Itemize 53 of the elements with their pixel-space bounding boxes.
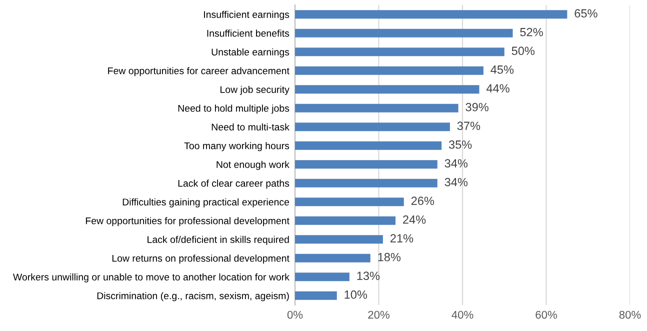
y-tick-label: Insufficient benefits	[207, 30, 290, 37]
bar	[295, 10, 568, 19]
data-label: 18%	[378, 252, 401, 262]
y-tick-label: Discrimination (e.g., racism, sexism, ageism)	[97, 292, 289, 302]
bar	[295, 48, 504, 56]
y-tick-label: Insufficient earnings	[204, 10, 290, 20]
data-label: 24%	[403, 215, 426, 224]
y-tick-label: Not enough work	[216, 160, 290, 170]
data-label: 65%	[574, 9, 598, 18]
y-tick-label: Low returns on professional development	[112, 254, 290, 264]
y-tick-label: Lack of clear career paths	[178, 180, 290, 189]
bar	[295, 85, 480, 94]
data-label: 45%	[490, 65, 514, 74]
data-label: 39%	[466, 102, 488, 112]
y-tick-label: Need to multi-task	[212, 123, 290, 130]
bar	[295, 178, 438, 188]
bar	[295, 291, 337, 300]
bar	[295, 28, 513, 38]
y-tick-label: Too many working hours	[184, 142, 290, 152]
y-tick-label: Need to hold multiple jobs	[178, 104, 290, 114]
data-label: 35%	[448, 140, 472, 149]
bar	[295, 216, 396, 225]
bar	[295, 198, 404, 206]
x-tick-label: 80%	[619, 310, 641, 319]
bar	[295, 122, 450, 132]
bar	[295, 272, 350, 282]
data-label: 10%	[344, 290, 368, 299]
x-tick-label: 20%	[368, 310, 390, 319]
bar	[295, 235, 383, 244]
y-tick-label: Workers unwilling or unable to move to another location for work	[13, 273, 290, 282]
x-tick-label: 60%	[536, 310, 557, 319]
y-tick-label: Difficulties gaining practical experience	[122, 198, 290, 208]
y-tick-label: Few opportunities for career advancement	[108, 67, 290, 76]
y-tick-label: Lack of/deficient in skills required	[148, 236, 289, 245]
bar	[295, 160, 438, 169]
y-tick-label: Few opportunities for professional development	[86, 217, 290, 226]
data-label: 13%	[357, 272, 380, 280]
data-label: 52%	[520, 28, 543, 36]
x-tick-label: 0%	[287, 310, 303, 319]
y-tick-label: Low job security	[220, 86, 290, 95]
x-tick-label: 40%	[452, 310, 474, 319]
bar	[295, 104, 458, 112]
bar	[295, 141, 442, 150]
data-label: 50%	[512, 46, 535, 56]
y-tick-label: Unstable earnings	[212, 48, 290, 58]
data-label: 44%	[486, 84, 510, 92]
bar	[295, 254, 370, 262]
data-label: 34%	[444, 159, 468, 168]
data-label: 34%	[444, 178, 468, 186]
data-label: 37%	[457, 122, 480, 130]
data-label: 26%	[411, 196, 434, 206]
data-label: 21%	[390, 234, 414, 242]
bar	[295, 66, 484, 75]
